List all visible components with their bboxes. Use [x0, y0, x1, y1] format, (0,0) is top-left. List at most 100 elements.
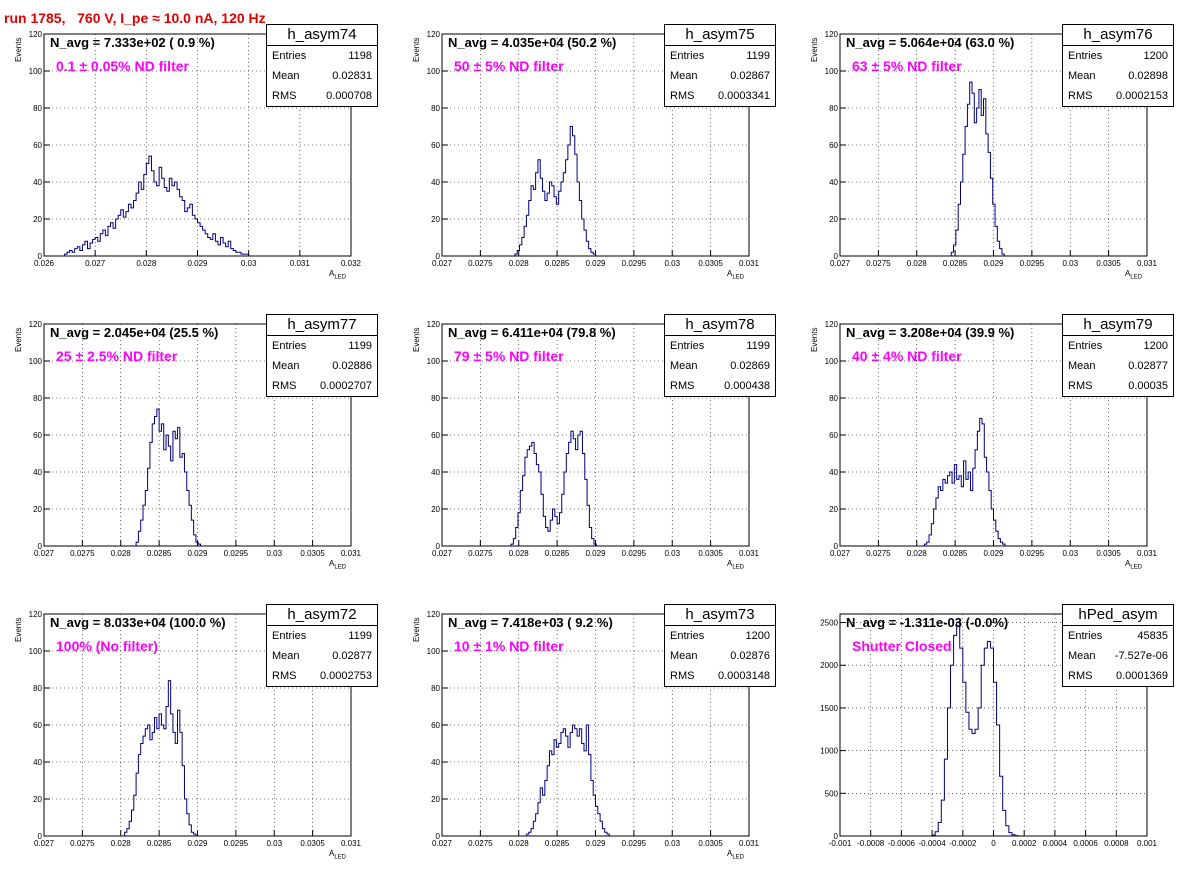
- stats-row-mean: Mean 0.02869: [665, 356, 775, 376]
- y-tick-label: 60: [829, 141, 838, 150]
- histogram-name: h_asym72: [267, 605, 377, 626]
- stats-value: 1200: [745, 630, 770, 642]
- filter-label: 25 ± 2.5% ND filter: [56, 348, 178, 364]
- x-axis-label-sub: LED: [334, 564, 347, 571]
- y-axis-label: Events: [412, 327, 421, 352]
- x-tick-label: 0.029: [585, 549, 606, 558]
- stats-row-entries: Entries 1199: [665, 46, 775, 66]
- y-tick-label: 80: [33, 394, 42, 403]
- y-axis-label: Events: [810, 37, 819, 62]
- y-axis-label: Events: [14, 327, 23, 352]
- stats-value: 0.0003341: [718, 90, 770, 102]
- x-tick-label: 0.03: [1062, 549, 1078, 558]
- y-tick-label: 20: [33, 795, 42, 804]
- y-tick-label: 80: [33, 684, 42, 693]
- y-tick-label: 40: [33, 178, 42, 187]
- y-tick-label: 100: [427, 357, 441, 366]
- stats-key: Entries: [272, 50, 307, 62]
- x-tick-label: 0.0305: [698, 549, 723, 558]
- x-axis-label: ALED: [727, 269, 744, 281]
- x-tick-label: 0.027: [85, 259, 106, 268]
- y-tick-label: 500: [825, 789, 839, 798]
- y-tick-label: 0: [38, 542, 43, 551]
- stats-value: 0.02867: [730, 70, 770, 82]
- y-tick-label: 120: [427, 320, 441, 329]
- x-tick-label: 0.03: [664, 549, 680, 558]
- x-tick-label: 0.031: [739, 549, 760, 558]
- x-axis-label-main: A: [329, 849, 335, 858]
- x-tick-label: 0.0295: [224, 839, 249, 848]
- x-tick-label: 0.0275: [468, 549, 493, 558]
- navg-label: N_avg = 2.045e+04 (25.5 %): [50, 325, 219, 340]
- stats-row-mean: Mean 0.02876: [665, 646, 775, 666]
- filter-label: 40 ± 4% ND filter: [852, 348, 962, 364]
- histogram-svg: 0.027 0.0275 0.028 0.0285 0.029 0.0295 0.03 0.0…: [825, 30, 1158, 268]
- stats-row-entries: Entries 45835: [1063, 626, 1173, 646]
- stats-value: 1199: [348, 340, 372, 352]
- x-tick-label: 0.0285: [545, 259, 570, 268]
- x-tick-label: 0.027: [432, 259, 453, 268]
- stats-key: Entries: [272, 630, 307, 642]
- stats-row-entries: Entries 1199: [665, 336, 775, 356]
- stats-box: h_asym77 Entries 1199 Mean 0.02886 RMS 0.00027…: [266, 314, 378, 397]
- stats-row-entries: Entries 1199: [267, 336, 377, 356]
- stats-row-mean: Mean 0.02831: [267, 66, 377, 86]
- navg-label: N_avg = -1.311e-03 (-0.0%): [846, 615, 1009, 630]
- y-tick-label: 60: [829, 431, 838, 440]
- navg-label: N_avg = 8.033e+04 (100.0 %): [50, 615, 226, 630]
- stats-row-rms: RMS 0.0002753: [267, 666, 377, 686]
- histogram-series: [124, 680, 197, 836]
- y-tick-label: 20: [431, 215, 440, 224]
- stats-key: Mean: [1068, 360, 1096, 372]
- navg-label: N_avg = 7.333e+02 ( 0.9 %): [50, 35, 215, 50]
- stats-key: RMS: [1068, 380, 1093, 392]
- x-tick-label: 0.031: [290, 259, 311, 268]
- x-tick-label: 0.0002: [1012, 839, 1037, 848]
- x-tick-label: 0.0295: [1020, 259, 1045, 268]
- navg-label: N_avg = 5.064e+04 (63.0 %): [846, 35, 1015, 50]
- x-tick-label: 0.0275: [70, 549, 95, 558]
- y-tick-label: 80: [431, 104, 440, 113]
- stats-value: 0.02877: [332, 650, 372, 662]
- stats-row-entries: Entries 1200: [1063, 336, 1173, 356]
- histogram-series: [514, 126, 596, 256]
- x-tick-label: 0.028: [509, 839, 530, 848]
- x-tick-label: 0.031: [1137, 259, 1158, 268]
- y-tick-label: 120: [427, 30, 441, 39]
- x-tick-label: 0.028: [111, 839, 132, 848]
- y-tick-label: 40: [829, 468, 838, 477]
- histogram-name: h_asym79: [1063, 315, 1173, 336]
- stats-value: 0.02876: [730, 650, 770, 662]
- x-tick-label: 0.0285: [943, 549, 968, 558]
- x-tick-label: 0.0285: [943, 259, 968, 268]
- stats-row-rms: RMS 0.0001369: [1063, 666, 1173, 686]
- x-tick-label: 0.0305: [698, 259, 723, 268]
- x-axis-label-main: A: [727, 849, 733, 858]
- stats-row-rms: RMS 0.00035: [1063, 376, 1173, 396]
- histogram-series: [923, 417, 1006, 546]
- stats-box: h_asym73 Entries 1200 Mean 0.02876 RMS 0.00031…: [664, 604, 776, 687]
- filter-label: 63 ± 5% ND filter: [852, 58, 962, 74]
- x-tick-label: 0.03: [266, 839, 282, 848]
- stats-key: RMS: [1068, 670, 1093, 682]
- y-axis-label: Events: [412, 617, 421, 642]
- stats-key: Entries: [1068, 340, 1103, 352]
- y-tick-label: 60: [33, 141, 42, 150]
- y-tick-label: 120: [29, 320, 43, 329]
- stats-value: 1200: [1143, 340, 1168, 352]
- y-tick-label: 40: [33, 758, 42, 767]
- y-tick-label: 100: [29, 357, 43, 366]
- histogram-series: [135, 408, 202, 546]
- histogram-panel-h_asym79: 0.027 0.0275 0.028 0.0285 0.029 0.0295 0.03 0.0…: [796, 290, 1194, 580]
- stats-value: 0.0002753: [320, 670, 372, 682]
- stats-value: 0.02886: [332, 360, 372, 372]
- x-tick-label: 0.027: [432, 549, 453, 558]
- y-tick-label: 100: [29, 647, 43, 656]
- stats-value: 45835: [1137, 630, 1168, 642]
- x-tick-label: 0.029: [585, 839, 606, 848]
- stats-box: h_asym76 Entries 1200 Mean 0.02898 RMS 0.00021…: [1062, 24, 1174, 107]
- x-tick-label: 0.0285: [147, 839, 172, 848]
- stats-row-entries: Entries 1198: [267, 46, 377, 66]
- y-tick-label: 100: [825, 67, 839, 76]
- x-tick-label: 0.029: [187, 839, 208, 848]
